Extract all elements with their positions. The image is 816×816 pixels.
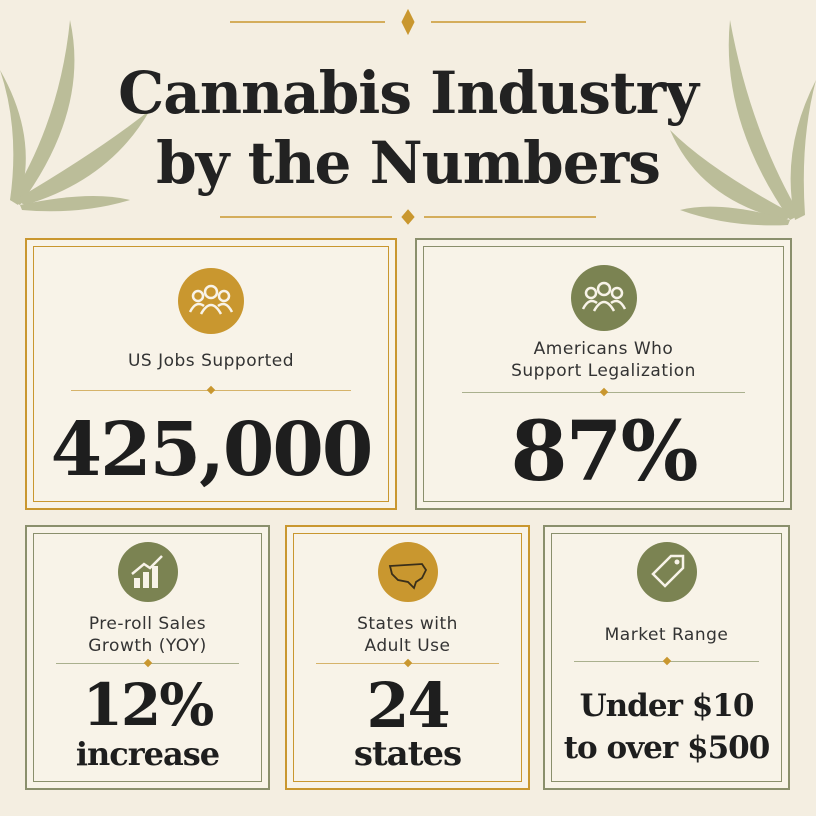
title: Cannabis Industry [118, 59, 699, 127]
title: by the Numbers [156, 129, 661, 197]
icon [570, 265, 637, 331]
stat-label: Market Range [604, 625, 729, 645]
stat-label: Support Legalization [511, 361, 696, 381]
icon [117, 542, 178, 602]
stat-label: Pre-roll Sales [88, 614, 207, 634]
stat-value: increase [75, 735, 220, 773]
divider [461, 392, 746, 393]
stat-value: 425,000 [50, 407, 374, 493]
stat-value: to over $500 [563, 730, 771, 766]
divider [55, 663, 240, 664]
icon [377, 542, 438, 602]
divider [574, 661, 759, 662]
stat-value: 87% [510, 404, 698, 500]
icon [636, 542, 697, 602]
leaves-left [0, 20, 150, 212]
stat-label: Growth (YOY) [88, 636, 207, 656]
stat-card: US Jobs Supported 425,000 [25, 238, 397, 510]
leaves-right [670, 20, 816, 226]
stat-value: Under $10 [579, 688, 755, 724]
stat-value: 12% [82, 671, 215, 739]
stat-label: Americans Who [533, 339, 674, 359]
stat-label: US Jobs Supported [127, 351, 295, 371]
icon [178, 268, 244, 334]
stat-value: 24 [366, 669, 450, 742]
stat-value: states [353, 734, 462, 774]
ornament [220, 8, 596, 225]
stat-label: States with [357, 614, 458, 634]
stat-label: Adult Use [364, 636, 451, 656]
divider [315, 663, 500, 664]
stat-card: States with Adult Use 24 states [285, 525, 530, 790]
stat-card: Market Range Under $10 to over $500 [543, 525, 790, 790]
stat-card: Pre-roll Sales Growth (YOY) 12% increase [25, 525, 270, 790]
divider [71, 390, 351, 391]
stat-card: Americans Who Support Legalization 87% [415, 238, 792, 510]
